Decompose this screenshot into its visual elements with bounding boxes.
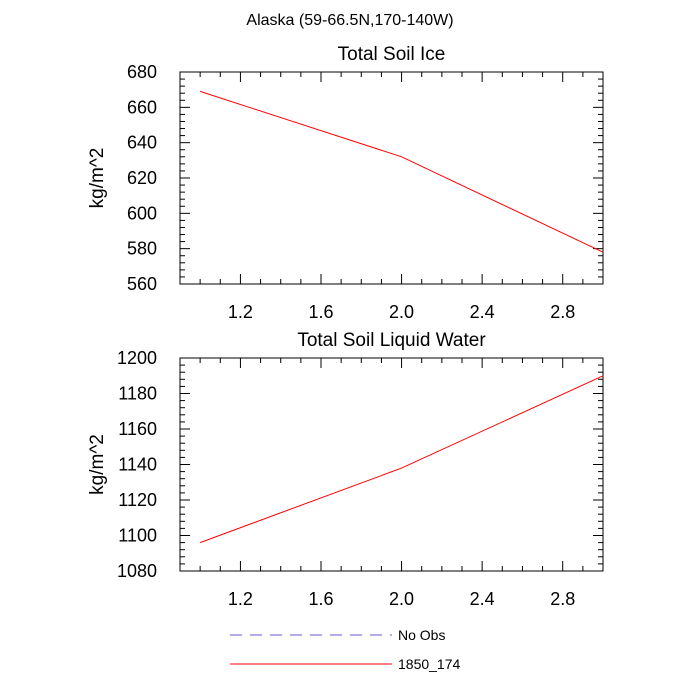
y-tick-label: 580 xyxy=(127,239,157,259)
x-tick-label: 1.2 xyxy=(228,302,253,322)
legend: No Obs 1850_174 xyxy=(230,627,461,672)
x-tick-label: 2.0 xyxy=(389,302,414,322)
y-tick-label: 660 xyxy=(127,97,157,117)
x-tick-label: 1.6 xyxy=(308,302,333,322)
y-tick-label: 1180 xyxy=(118,384,157,404)
x-tick-label: 2.8 xyxy=(550,302,575,322)
chart-title: Total Soil Liquid Water xyxy=(297,330,486,351)
chart-title: Total Soil Ice xyxy=(338,44,446,65)
y-tick-label: 1140 xyxy=(118,455,157,475)
page-title: Alaska (59-66.5N,170-140W) xyxy=(246,12,454,29)
y-axis-label: kg/m^2 xyxy=(87,148,108,209)
legend-label: 1850_174 xyxy=(398,656,461,672)
x-tick-label: 1.6 xyxy=(308,589,333,609)
x-tick-label: 2.4 xyxy=(470,589,495,609)
plot-frame xyxy=(179,71,604,285)
y-tick-label: 640 xyxy=(127,133,157,153)
x-tick-label: 2.4 xyxy=(470,302,495,322)
y-tick-label: 620 xyxy=(127,168,157,188)
y-tick-label: 680 xyxy=(127,62,157,82)
y-tick-label: 1080 xyxy=(117,561,157,581)
x-tick-label: 2.8 xyxy=(550,589,575,609)
x-tick-label: 2.0 xyxy=(389,589,414,609)
x-tick-label: 1.2 xyxy=(228,589,253,609)
y-tick-label: 560 xyxy=(127,274,157,294)
y-tick-label: 1160 xyxy=(118,419,157,439)
plot-panel-2: 1.2 1.6 2.0 2.4 2.8 1080 1100 1120 1140 1160 1180 1… xyxy=(87,330,604,609)
y-tick-label: 1200 xyxy=(117,348,157,368)
y-tick-label: 600 xyxy=(127,203,157,223)
y-tick-label: 1120 xyxy=(118,490,157,510)
legend-label: No Obs xyxy=(398,627,445,643)
plot-frame xyxy=(179,357,604,572)
series-line xyxy=(199,90,604,253)
series-line xyxy=(199,375,604,544)
plot-panel-1: 1.2 1.6 2.0 2.4 2.8 560 580 600 620 640 660 680 Tota… xyxy=(87,44,604,322)
y-axis-label: kg/m^2 xyxy=(87,434,108,495)
y-tick-label: 1100 xyxy=(118,526,157,546)
